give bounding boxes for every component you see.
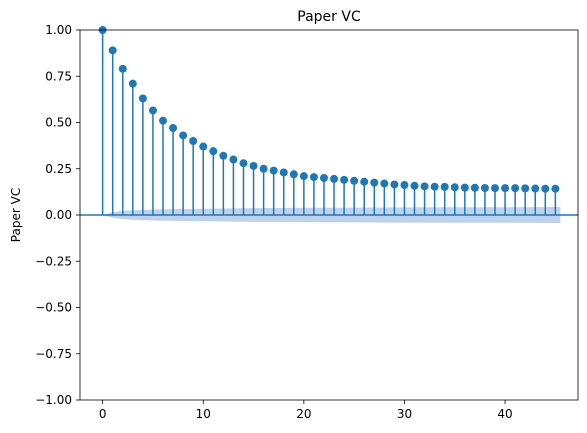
stem-layer xyxy=(101,30,557,215)
acf-point-lag-4 xyxy=(138,94,147,103)
y-tick-label: 0.00 xyxy=(45,208,72,222)
acf-point-lag-39 xyxy=(491,184,499,193)
acf-point-lag-41 xyxy=(511,184,520,193)
marker-layer xyxy=(98,26,560,193)
x-tick-label: 20 xyxy=(296,407,311,421)
acf-point-lag-14 xyxy=(239,159,248,168)
x-tick-label: 30 xyxy=(397,407,412,421)
y-tick-label: 0.25 xyxy=(45,162,72,176)
acf-point-lag-29 xyxy=(390,180,399,189)
acf-point-lag-5 xyxy=(148,106,157,115)
acf-point-lag-32 xyxy=(420,182,429,191)
acf-point-lag-27 xyxy=(370,178,379,187)
y-tick-label: −0.25 xyxy=(35,254,72,268)
acf-point-lag-36 xyxy=(460,183,469,192)
acf-point-lag-38 xyxy=(480,183,489,192)
acf-point-lag-33 xyxy=(430,182,439,191)
acf-point-lag-16 xyxy=(259,164,268,173)
acf-point-lag-10 xyxy=(199,142,208,151)
acf-point-lag-12 xyxy=(219,151,228,160)
acf-point-lag-1 xyxy=(108,46,117,55)
acf-point-lag-31 xyxy=(410,181,419,190)
acf-point-lag-35 xyxy=(450,183,459,192)
acf-point-lag-6 xyxy=(159,116,167,125)
acf-point-lag-3 xyxy=(128,79,137,88)
x-tick-label: 40 xyxy=(497,407,512,421)
acf-point-lag-34 xyxy=(440,182,449,191)
y-axis-ticks: 1.00 0.75 0.50 0.25 0.00 −0.25 −0.50 −0.75 −1.00 xyxy=(35,23,80,407)
acf-point-lag-15 xyxy=(249,161,258,170)
acf-point-lag-43 xyxy=(531,184,540,193)
x-tick-label: 0 xyxy=(99,407,107,421)
y-tick-label: −0.50 xyxy=(35,301,72,315)
acf-point-lag-37 xyxy=(470,183,479,192)
acf-point-lag-42 xyxy=(521,184,530,193)
acf-point-lag-18 xyxy=(279,168,288,177)
chart-title: Paper VC xyxy=(297,9,361,25)
acf-point-lag-19 xyxy=(289,170,298,179)
acf-point-lag-26 xyxy=(360,177,369,186)
acf-point-lag-11 xyxy=(209,147,218,156)
acf-point-lag-7 xyxy=(169,124,178,133)
y-tick-label: −1.00 xyxy=(35,393,72,407)
acf-point-lag-30 xyxy=(400,181,409,190)
acf-point-lag-8 xyxy=(179,131,188,140)
x-axis-ticks: 0 10 20 30 40 xyxy=(99,400,513,421)
acf-point-lag-13 xyxy=(229,155,238,164)
acf-point-lag-9 xyxy=(189,137,198,145)
acf-point-lag-17 xyxy=(269,166,278,175)
acf-point-lag-20 xyxy=(299,172,308,181)
acf-point-lag-21 xyxy=(309,173,318,182)
x-tick-label: 10 xyxy=(196,407,211,421)
y-axis-label: Paper VC xyxy=(9,188,23,242)
acf-point-lag-40 xyxy=(501,184,510,193)
acf-point-lag-2 xyxy=(118,64,127,73)
acf-point-lag-28 xyxy=(380,179,389,188)
acf-point-lag-24 xyxy=(340,175,349,184)
y-tick-label: 0.75 xyxy=(45,69,72,83)
y-tick-label: −0.75 xyxy=(35,347,72,361)
y-tick-label: 1.00 xyxy=(45,23,72,37)
acf-point-lag-23 xyxy=(330,174,339,183)
acf-point-lag-44 xyxy=(541,184,550,193)
acf-point-lag-22 xyxy=(319,174,328,182)
acf-point-lag-25 xyxy=(350,176,359,185)
acf-point-lag-45 xyxy=(551,184,560,193)
y-tick-label: 0.50 xyxy=(45,116,72,130)
